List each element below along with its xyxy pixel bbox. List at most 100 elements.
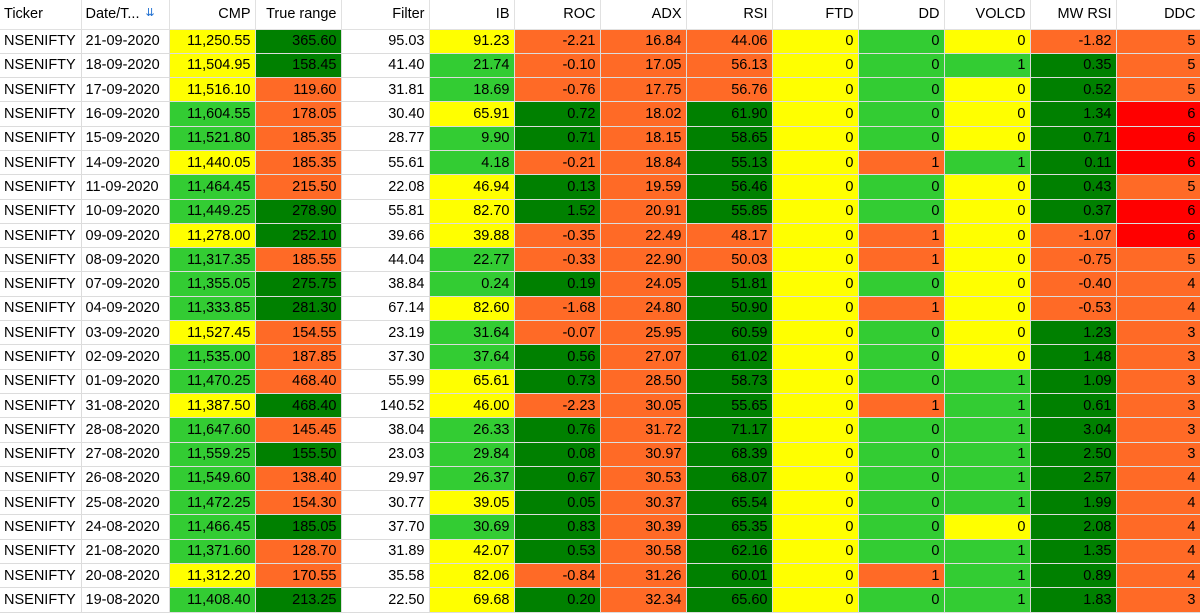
- table-row[interactable]: NSENIFTY 17-09-2020 11,516.10 119.60 31.81 18…: [0, 77, 1200, 103]
- table-row[interactable]: NSENIFTY 11-09-2020 11,464.45 215.50 22.08 46…: [0, 174, 1200, 200]
- column-header-label: Date/T...: [85, 6, 140, 23]
- column-header-volcd[interactable]: VOLCD: [944, 0, 1031, 30]
- cell-ticker: NSENIFTY: [0, 53, 82, 79]
- cell-dd: 0: [858, 101, 945, 127]
- cell-volcd: 1: [944, 490, 1031, 516]
- cell-adx: 22.49: [600, 223, 687, 249]
- column-header-ftd[interactable]: FTD: [772, 0, 859, 30]
- cell-adx: 17.75: [600, 77, 687, 103]
- column-header-roc[interactable]: ROC: [514, 0, 601, 30]
- column-header-label: VOLCD: [975, 6, 1026, 23]
- cell-adx: 19.59: [600, 174, 687, 200]
- column-header-label: DD: [918, 6, 940, 23]
- column-header-tr[interactable]: True range: [255, 0, 342, 30]
- column-header-mwrsi[interactable]: MW RSI: [1030, 0, 1117, 30]
- column-header-cmp[interactable]: CMP: [169, 0, 256, 30]
- cell-ib: 65.91: [429, 101, 515, 127]
- table-row[interactable]: NSENIFTY 20-08-2020 11,312.20 170.55 35.58 82…: [0, 563, 1200, 589]
- cell-tr: 138.40: [255, 466, 342, 492]
- table-row[interactable]: NSENIFTY 21-09-2020 11,250.55 365.60 95.03 91…: [0, 29, 1200, 54]
- cell-roc: -2.21: [514, 29, 601, 54]
- cell-mwrsi: 1.48: [1030, 344, 1117, 370]
- table-row[interactable]: NSENIFTY 15-09-2020 11,521.80 185.35 28.77 9.…: [0, 126, 1200, 151]
- column-header-filter[interactable]: Filter: [341, 0, 430, 30]
- column-header-dd[interactable]: DD: [858, 0, 945, 30]
- cell-ddc: 3: [1116, 417, 1200, 443]
- cell-roc: -0.07: [514, 320, 601, 346]
- column-header-adx[interactable]: ADX: [600, 0, 687, 30]
- cell-rsi: 60.01: [686, 563, 773, 589]
- table-row[interactable]: NSENIFTY 27-08-2020 11,559.25 155.50 23.03 29…: [0, 442, 1200, 467]
- column-header-rsi[interactable]: RSI: [686, 0, 773, 30]
- table-row[interactable]: NSENIFTY 26-08-2020 11,549.60 138.40 29.97 26…: [0, 466, 1200, 492]
- cell-roc: 0.71: [514, 126, 601, 151]
- cell-ddc: 6: [1116, 199, 1200, 224]
- table-row[interactable]: NSENIFTY 03-09-2020 11,527.45 154.55 23.19 31…: [0, 320, 1200, 346]
- cell-ddc: 3: [1116, 393, 1200, 419]
- column-header-ib[interactable]: IB: [429, 0, 515, 30]
- cell-cmp: 11,527.45: [169, 320, 256, 346]
- cell-ftd: 0: [772, 393, 859, 419]
- cell-volcd: 0: [944, 223, 1031, 249]
- column-header-ticker[interactable]: Ticker: [0, 0, 82, 30]
- cell-roc: -0.21: [514, 150, 601, 176]
- table-row[interactable]: NSENIFTY 31-08-2020 11,387.50 468.40 140.52 4…: [0, 393, 1200, 419]
- cell-mwrsi: -0.53: [1030, 296, 1117, 322]
- table-row[interactable]: NSENIFTY 16-09-2020 11,604.55 178.05 30.40 65…: [0, 101, 1200, 127]
- table-row[interactable]: NSENIFTY 09-09-2020 11,278.00 252.10 39.66 39…: [0, 223, 1200, 249]
- table-row[interactable]: NSENIFTY 18-09-2020 11,504.95 158.45 41.40 21…: [0, 53, 1200, 79]
- table-row[interactable]: NSENIFTY 19-08-2020 11,408.40 213.25 22.50 69…: [0, 587, 1200, 613]
- cell-ddc: 4: [1116, 563, 1200, 589]
- cell-roc: -0.35: [514, 223, 601, 249]
- cell-tr: 365.60: [255, 29, 342, 54]
- table-row[interactable]: NSENIFTY 02-09-2020 11,535.00 187.85 37.30 37…: [0, 344, 1200, 370]
- cell-ftd: 0: [772, 223, 859, 249]
- cell-tr: 468.40: [255, 393, 342, 419]
- cell-tr: 154.30: [255, 490, 342, 516]
- table-row[interactable]: NSENIFTY 21-08-2020 11,371.60 128.70 31.89 42…: [0, 539, 1200, 565]
- cell-ib: 21.74: [429, 53, 515, 79]
- column-header-date[interactable]: Date/T... ⇊: [81, 0, 170, 30]
- cell-dd: 0: [858, 344, 945, 370]
- cell-ftd: 0: [772, 417, 859, 443]
- cell-rsi: 55.13: [686, 150, 773, 176]
- cell-volcd: 0: [944, 247, 1031, 273]
- cell-tr: 187.85: [255, 344, 342, 370]
- table-row[interactable]: NSENIFTY 24-08-2020 11,466.45 185.05 37.70 30…: [0, 514, 1200, 540]
- cell-cmp: 11,440.05: [169, 150, 256, 176]
- table-row[interactable]: NSENIFTY 14-09-2020 11,440.05 185.35 55.61 4.…: [0, 150, 1200, 176]
- cell-mwrsi: 0.43: [1030, 174, 1117, 200]
- cell-tr: 278.90: [255, 199, 342, 224]
- cell-cmp: 11,549.60: [169, 466, 256, 492]
- cell-ftd: 0: [772, 101, 859, 127]
- table-row[interactable]: NSENIFTY 25-08-2020 11,472.25 154.30 30.77 39…: [0, 490, 1200, 516]
- table-row[interactable]: NSENIFTY 28-08-2020 11,647.60 145.45 38.04 26…: [0, 417, 1200, 443]
- cell-tr: 468.40: [255, 369, 342, 394]
- cell-cmp: 11,449.25: [169, 199, 256, 224]
- table-row[interactable]: NSENIFTY 08-09-2020 11,317.35 185.55 44.04 22…: [0, 247, 1200, 273]
- cell-filter: 28.77: [341, 126, 430, 151]
- cell-volcd: 0: [944, 271, 1031, 297]
- cell-ddc: 3: [1116, 320, 1200, 346]
- cell-cmp: 11,333.85: [169, 296, 256, 322]
- cell-ddc: 3: [1116, 369, 1200, 394]
- table-row[interactable]: NSENIFTY 04-09-2020 11,333.85 281.30 67.14 82…: [0, 296, 1200, 322]
- cell-roc: -0.84: [514, 563, 601, 589]
- cell-cmp: 11,317.35: [169, 247, 256, 273]
- cell-roc: 0.05: [514, 490, 601, 516]
- column-header-ddc[interactable]: DDC: [1116, 0, 1200, 30]
- cell-mwrsi: -0.75: [1030, 247, 1117, 273]
- cell-dd: 0: [858, 174, 945, 200]
- sort-desc-icon[interactable]: ⇊: [145, 7, 155, 20]
- table-row[interactable]: NSENIFTY 07-09-2020 11,355.05 275.75 38.84 0.…: [0, 271, 1200, 297]
- cell-volcd: 0: [944, 514, 1031, 540]
- cell-ticker: NSENIFTY: [0, 490, 82, 516]
- cell-ftd: 0: [772, 199, 859, 224]
- cell-ftd: 0: [772, 344, 859, 370]
- table-row[interactable]: NSENIFTY 01-09-2020 11,470.25 468.40 55.99 65…: [0, 369, 1200, 394]
- table-row[interactable]: NSENIFTY 10-09-2020 11,449.25 278.90 55.81 82…: [0, 199, 1200, 224]
- cell-ddc: 5: [1116, 174, 1200, 200]
- cell-dd: 0: [858, 320, 945, 346]
- cell-volcd: 1: [944, 466, 1031, 492]
- cell-dd: 0: [858, 417, 945, 443]
